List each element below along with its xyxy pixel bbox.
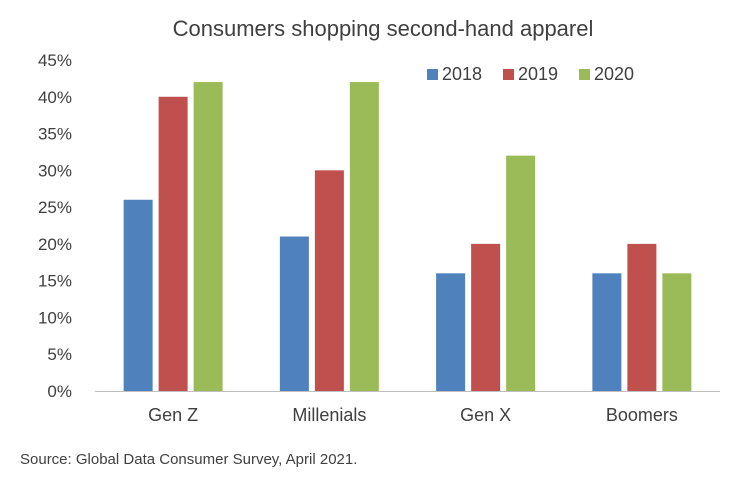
bar-2019-gen-z [158,96,188,392]
legend-swatch-2018 [427,69,438,80]
y-tick-label: 25% [38,198,72,217]
y-tick-label: 20% [38,235,72,254]
bar-2019-gen-x [471,243,501,391]
bar-2020-gen-z [193,82,223,392]
x-tick-label: Millenials [292,405,366,425]
bar-2018-millenials [279,236,309,391]
bar-2019-boomers [627,243,657,391]
legend: 2018 2019 2020 [427,64,634,84]
legend-swatch-2020 [579,69,590,80]
legend-swatch-2019 [503,69,514,80]
x-tick-label: Gen Z [148,405,198,425]
bar-2018-boomers [592,273,622,391]
legend-label-2018: 2018 [442,64,482,84]
y-tick-label: 30% [38,161,72,180]
y-tick-label: 10% [38,308,72,327]
bars [123,82,692,392]
bar-2020-millenials [349,82,379,392]
bar-2018-gen-x [436,273,466,391]
x-axis-labels: Gen Z Millenials Gen X Boomers [148,405,678,425]
y-tick-label: 0% [47,382,72,401]
y-tick-label: 5% [47,345,72,364]
y-tick-label: 15% [38,272,72,291]
source-note: Source: Global Data Consumer Survey, Apr… [20,451,358,468]
bar-2018-gen-z [123,199,153,391]
bar-2020-boomers [662,273,692,391]
y-tick-label: 45% [38,51,72,70]
chart-title: Consumers shopping second-hand apparel [173,16,594,41]
y-axis-ticks: 0% 5% 10% 15% 20% 25% 30% 35% 40% 45% [38,51,72,401]
bar-2020-gen-x [506,155,536,391]
bar-2019-millenials [314,170,344,391]
y-tick-label: 35% [38,125,72,144]
legend-label-2020: 2020 [594,64,634,84]
legend-label-2019: 2019 [518,64,558,84]
y-tick-label: 40% [38,88,72,107]
x-tick-label: Boomers [606,405,678,425]
x-tick-label: Gen X [460,405,511,425]
